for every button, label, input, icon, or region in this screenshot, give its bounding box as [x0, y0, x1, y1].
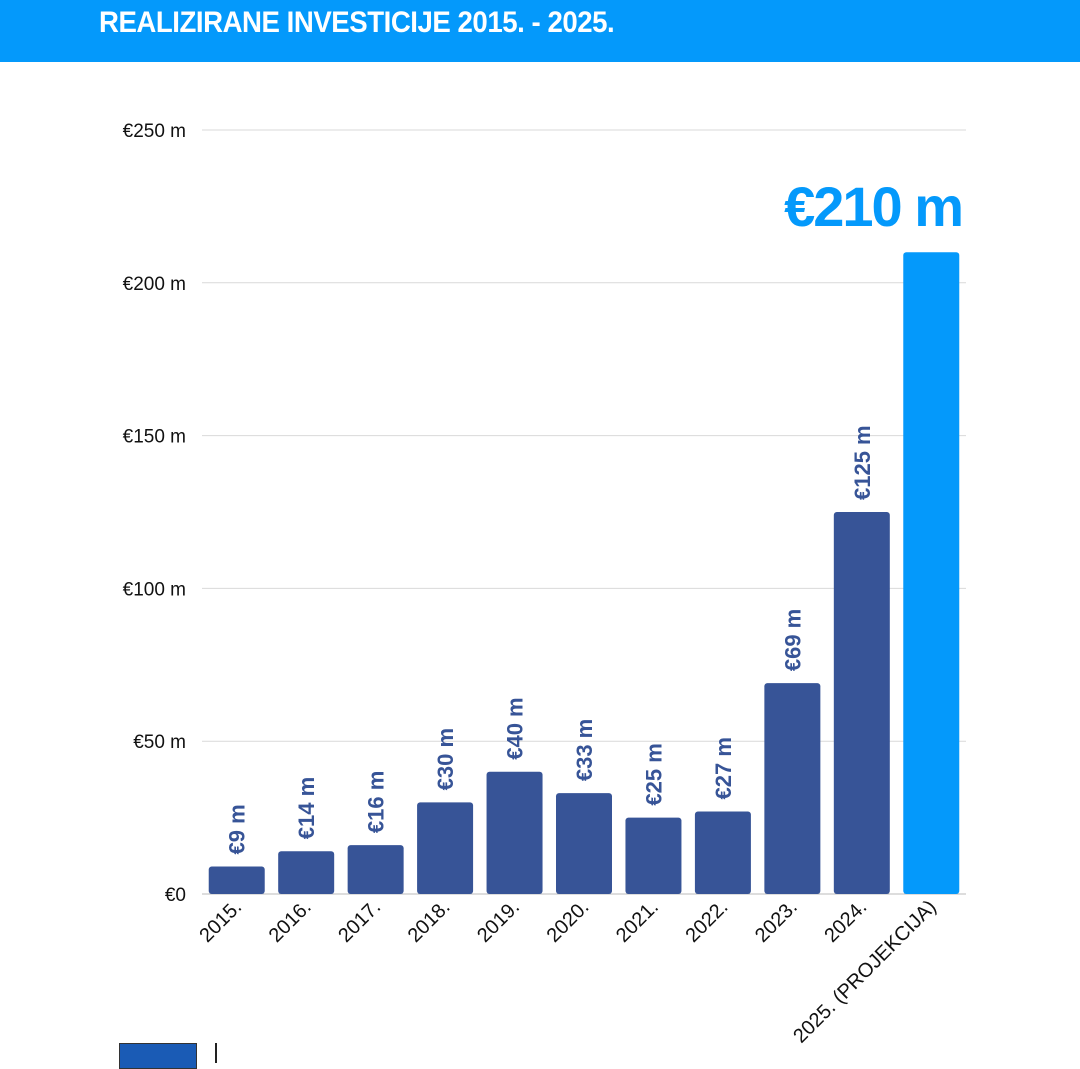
y-tick-label: €200 m: [123, 274, 186, 295]
data-label: €14 m: [294, 777, 319, 839]
data-label: €40 m: [503, 697, 528, 759]
x-tick-label: 2022.: [681, 896, 732, 947]
data-label: €210 m: [784, 175, 962, 238]
y-tick-label: €50 m: [133, 732, 186, 753]
data-label: €25 m: [641, 743, 666, 805]
bar: [556, 793, 612, 894]
bar: [625, 817, 682, 894]
x-tick-label: 2019.: [473, 896, 524, 947]
bar: [903, 252, 960, 895]
bar: [764, 683, 821, 894]
x-tick-label: 2023.: [751, 896, 802, 947]
x-tick-label: 2017.: [334, 896, 385, 947]
bar: [833, 512, 890, 894]
header-banner: REALIZIRANE INVESTICIJE 2015. - 2025.: [0, 0, 1080, 62]
data-label: €33 m: [572, 719, 597, 781]
data-label: €30 m: [433, 728, 458, 790]
data-label: €125 m: [850, 425, 875, 500]
x-tick-label: 2015.: [195, 896, 246, 947]
y-tick-label: €100 m: [123, 579, 186, 600]
data-label: €16 m: [364, 771, 389, 833]
bar: [694, 811, 751, 894]
data-label: €69 m: [780, 609, 805, 671]
logo-divider: [215, 1043, 217, 1063]
bar: [347, 845, 404, 894]
bar: [417, 802, 474, 894]
x-tick-label: 2021.: [612, 896, 663, 947]
y-tick-label: €250 m: [123, 121, 186, 142]
bar: [486, 771, 543, 894]
data-label: €27 m: [711, 737, 736, 799]
y-tick-label: €150 m: [123, 427, 186, 448]
x-tick-label: 2016.: [265, 896, 316, 947]
x-tick-label: 2020.: [543, 896, 594, 947]
y-tick-label: €0: [165, 885, 186, 906]
bar: [208, 866, 265, 894]
city-logo: [119, 1043, 197, 1069]
x-tick-label: 2018.: [404, 896, 455, 947]
bar: [278, 851, 335, 894]
chart-title: REALIZIRANE INVESTICIJE 2015. - 2025.: [99, 6, 615, 39]
data-label: €9 m: [225, 804, 250, 854]
x-tick-label: 2024.: [820, 896, 871, 947]
x-tick-label: 2025. (PROJEKCIJA): [789, 896, 941, 1048]
